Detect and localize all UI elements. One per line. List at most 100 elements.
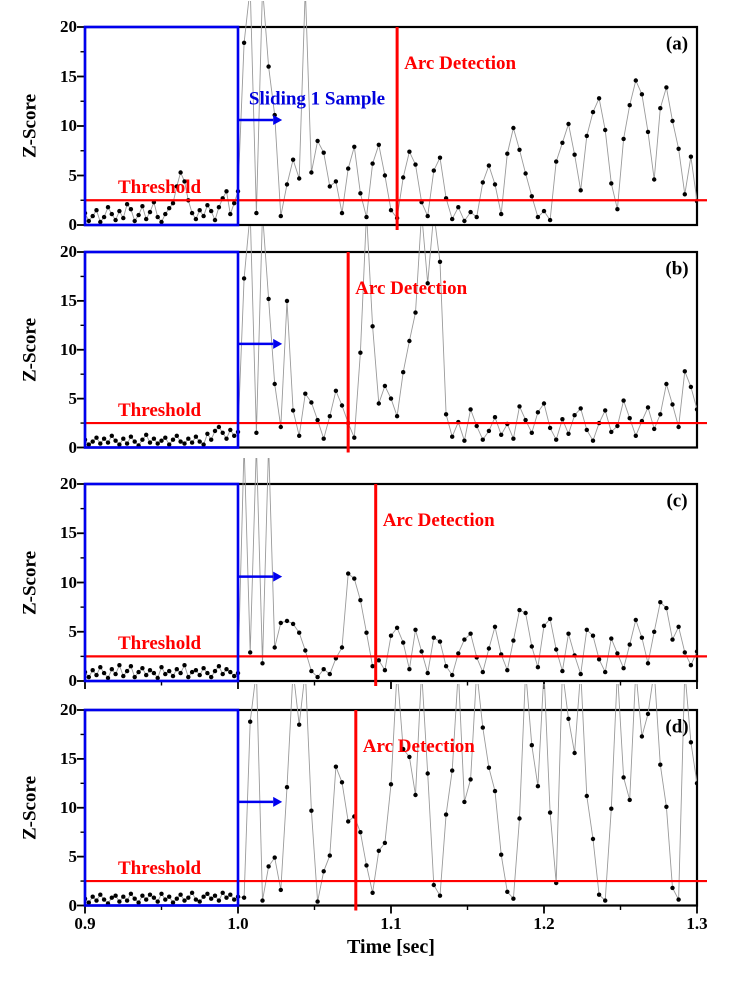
data-point [327,671,332,677]
data-point [189,210,195,216]
data-point [456,651,461,656]
data-point [248,650,253,655]
panel-c-sliding-window-box [83,482,240,683]
panel-a-threshold-label: Threshold [118,177,202,199]
data-point [178,170,183,175]
data-point [105,205,111,210]
data-point [492,788,498,794]
data-point [86,900,92,905]
data-point [437,155,443,160]
data-point [615,423,620,429]
panel-a [77,1,707,230]
data-point [431,882,436,888]
data-point [284,785,290,790]
data-point [572,750,577,756]
data-point [633,617,638,623]
data-point [413,162,418,167]
panel-a-ytick-15: 15 [60,66,77,86]
data-point [297,722,302,727]
data-point [163,671,168,677]
data-point [364,214,369,220]
data-point [670,402,675,407]
data-point [272,645,277,650]
data-point [517,404,522,409]
panel-c-arc-detection-label: Arc Detection [382,510,495,531]
data-point [547,810,553,815]
data-point [201,442,206,447]
data-point [541,623,547,628]
data-point [523,171,528,176]
data-point [266,864,271,869]
data-point [547,217,553,223]
data-point [388,782,394,787]
data-point [321,667,326,672]
data-point [370,890,375,895]
data-point [535,784,541,789]
data-point [212,428,218,434]
data-point [364,863,369,868]
data-point [155,441,160,446]
data-point [609,636,614,641]
data-point [136,669,141,675]
data-point [224,189,229,194]
data-point [224,436,229,441]
data-point [394,414,400,419]
data-point [621,136,626,142]
data-point [388,396,394,401]
data-point [401,640,406,645]
data-point [174,433,179,438]
data-point [560,668,565,674]
data-point [529,644,534,649]
data-point [315,899,320,904]
data-point [584,793,589,799]
data-point [590,836,596,842]
data-point [113,893,118,898]
data-point [407,667,412,672]
panel-b-ytick-10: 10 [60,339,77,359]
data-point [645,711,651,717]
data-point [639,734,645,739]
data-point [382,668,388,673]
data-point [117,208,122,214]
data-point [167,206,172,211]
data-point [216,205,222,210]
data-point [554,159,559,164]
data-point [370,324,375,329]
data-point [627,642,632,647]
data-point [425,670,430,676]
data-point [220,430,225,435]
data-point [101,436,107,441]
x-tick-1.2: 1.2 [533,914,555,933]
data-point [658,600,663,605]
data-point [278,213,283,219]
data-point [431,168,436,173]
data-point [517,147,522,152]
data-point [90,213,95,219]
data-point [303,391,308,396]
panel-a-ytick-5: 5 [68,165,78,185]
data-point [140,204,145,209]
data-point [407,149,412,154]
data-point [529,743,534,748]
data-point [220,671,225,677]
data-point [615,207,620,212]
panel-d-ytick-15: 15 [60,748,77,768]
data-point [197,672,202,678]
data-point [186,674,191,680]
data-point [327,414,332,419]
data-point [480,669,485,675]
data-point [535,214,541,220]
data-point [376,848,381,853]
data-point [109,895,115,900]
data-point [401,175,406,180]
data-point [480,725,485,730]
data-point [627,416,632,421]
data-point [652,177,657,182]
data-point [197,899,202,904]
data-point [193,216,199,222]
data-point [290,408,296,413]
data-point [339,403,345,408]
panel-b-ytick-15: 15 [60,290,77,310]
